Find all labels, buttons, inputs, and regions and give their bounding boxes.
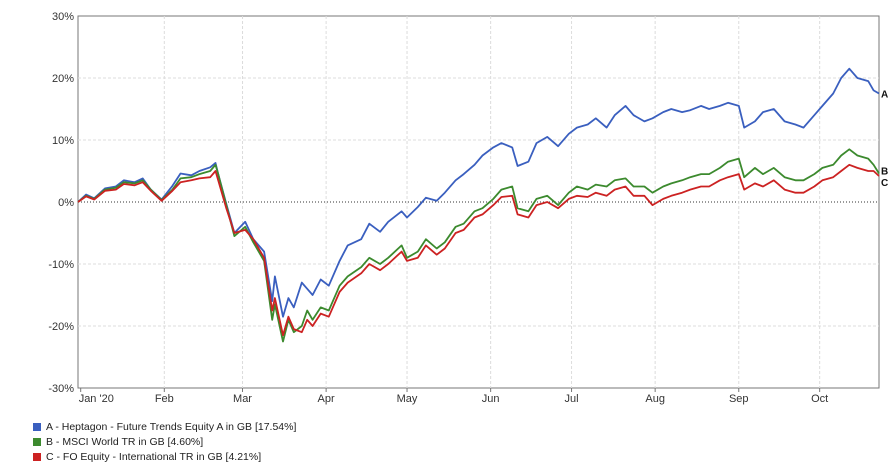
- legend-label-a: A - Heptagon - Future Trends Equity A in…: [46, 420, 297, 433]
- series-line-a: [77, 67, 880, 318]
- x-tick-label: Sep: [729, 393, 749, 405]
- y-tick-label: -20%: [48, 321, 74, 333]
- x-axis-tick-labels: Jan '20 Feb Mar Apr May Jun Jul Aug Sep Oct: [79, 393, 829, 405]
- grid-lines: [78, 16, 879, 392]
- x-tick-label: Oct: [811, 393, 828, 405]
- y-tick-label: -30%: [48, 383, 74, 395]
- x-tick-label: Jun: [482, 393, 500, 405]
- legend-label-c: C - FO Equity - International TR in GB […: [46, 450, 262, 463]
- legend-swatch-b: [33, 437, 41, 446]
- series-line-c: [77, 163, 880, 337]
- series-line-b: [77, 148, 880, 343]
- legend-item-c: C - FO Equity - International TR in GB […: [33, 449, 296, 464]
- series-end-label-a: A: [881, 90, 888, 101]
- legend-item-b: B - MSCI World TR in GB [4.60%]: [33, 434, 296, 449]
- x-tick-label: Aug: [645, 393, 665, 405]
- legend-label-b: B - MSCI World TR in GB [4.60%]: [46, 435, 204, 448]
- x-tick-label: Feb: [155, 393, 174, 405]
- x-tick-label: Apr: [318, 393, 335, 405]
- y-axis-tick-labels: 30% 20% 10% 0% -10% -20% -30%: [48, 11, 74, 395]
- series-lines: [77, 67, 880, 343]
- legend-swatch-a: [33, 422, 41, 431]
- series-end-label-b: B: [881, 166, 888, 177]
- y-tick-label: -10%: [48, 259, 74, 271]
- y-tick-label: 0%: [58, 197, 74, 209]
- y-tick-label: 30%: [52, 11, 74, 23]
- x-tick-label: Jan '20: [79, 393, 114, 405]
- performance-chart: 30% 20% 10% 0% -10% -20% -30% Jan '20 Feb Mar Apr…: [48, 11, 888, 405]
- legend: A - Heptagon - Future Trends Equity A in…: [33, 419, 296, 464]
- series-end-labels: A BC: [881, 90, 888, 189]
- x-tick-label: Mar: [233, 393, 252, 405]
- legend-item-a: A - Heptagon - Future Trends Equity A in…: [33, 419, 296, 434]
- y-tick-label: 20%: [52, 73, 74, 85]
- series-end-label-c: C: [881, 178, 888, 189]
- y-tick-label: 10%: [52, 135, 74, 147]
- x-tick-label: Jul: [565, 393, 579, 405]
- legend-swatch-c: [33, 452, 41, 461]
- x-tick-label: May: [397, 393, 418, 405]
